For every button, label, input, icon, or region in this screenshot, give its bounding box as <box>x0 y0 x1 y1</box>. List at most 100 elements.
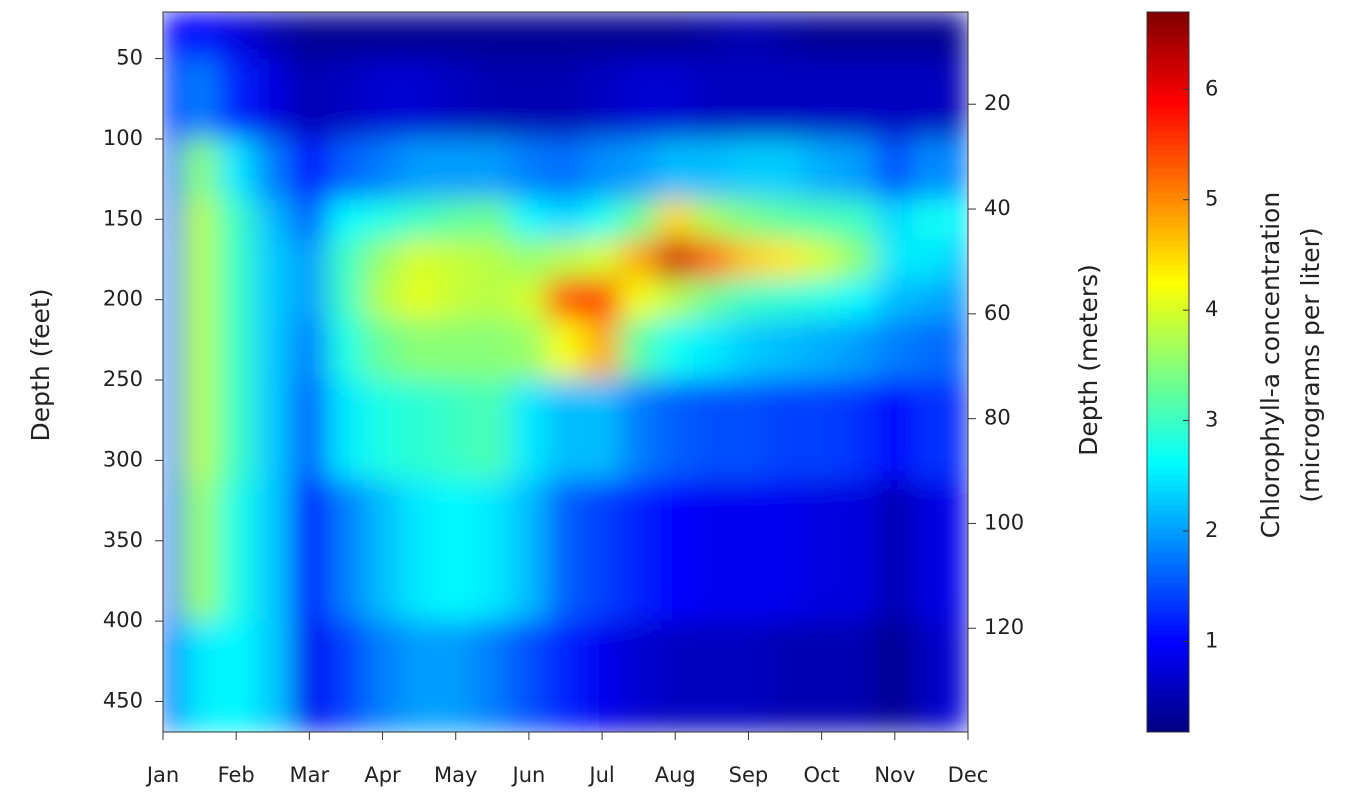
contour-cell <box>729 138 768 200</box>
contour-cell <box>583 238 621 281</box>
colorbar-segment <box>1147 479 1189 487</box>
contour-cell <box>217 58 255 140</box>
contour-cell <box>473 479 512 622</box>
contour-cell <box>163 198 182 240</box>
contour-cell <box>217 238 255 281</box>
colorbar-segment <box>1147 635 1189 643</box>
y-tick-label: 50 <box>116 46 143 70</box>
x-tick-label: Jun <box>511 763 546 787</box>
contour-cell <box>400 620 438 732</box>
colorbar-segment <box>1147 629 1189 637</box>
contour-cell <box>693 279 731 321</box>
contour-cell <box>949 379 968 481</box>
contour-cell <box>510 479 548 622</box>
contour-cell <box>839 238 878 281</box>
colorbar-segment <box>1147 407 1189 415</box>
contour-cell <box>839 12 878 60</box>
contour-cell <box>436 58 475 140</box>
x-tick-label: May <box>434 763 477 787</box>
colorbar-segment <box>1147 239 1189 247</box>
contour-cell <box>619 279 658 321</box>
contour-cell <box>436 198 475 240</box>
contour-cell <box>217 379 255 481</box>
contour-cell <box>876 479 914 622</box>
contour-cell <box>400 279 438 321</box>
colorbar-segment <box>1147 491 1189 499</box>
colorbar-segment <box>1147 323 1189 331</box>
contour-cell <box>510 279 548 321</box>
contour-cell <box>656 198 695 240</box>
contour-cell <box>583 138 621 200</box>
contour-cell <box>619 238 658 281</box>
contour-cell <box>510 58 548 140</box>
colorbar-segment <box>1147 419 1189 427</box>
contour-cell <box>949 12 968 60</box>
contour-cell <box>163 479 182 622</box>
contour-cell <box>510 198 548 240</box>
colorbar-segment <box>1147 485 1189 493</box>
contour-cell <box>327 12 365 60</box>
colorbar-segment <box>1147 473 1189 481</box>
colorbar-segment <box>1147 47 1189 55</box>
colorbar-segment <box>1147 317 1189 325</box>
contour-cell <box>363 479 402 622</box>
contour-cell <box>912 58 951 140</box>
contour-cell <box>217 12 255 60</box>
contour-cell <box>510 379 548 481</box>
contour-cell <box>693 319 731 381</box>
colorbar-segment <box>1147 593 1189 601</box>
colorbar-segment <box>1147 533 1189 541</box>
contour-cell <box>693 379 731 481</box>
contour-cell <box>253 58 292 140</box>
contour-cell <box>619 379 658 481</box>
colorbar-segment <box>1147 437 1189 445</box>
contour-cell <box>473 279 512 321</box>
y-tick-label: 250 <box>103 367 143 391</box>
contour-cell <box>363 279 402 321</box>
y2-tick-label: 120 <box>984 615 1024 639</box>
contour-cell <box>546 479 585 622</box>
colorbar-segment <box>1147 335 1189 343</box>
colorbar-segment <box>1147 131 1189 139</box>
contour-cell <box>839 198 878 240</box>
colorbar-segment <box>1147 347 1189 355</box>
colorbar-tick-label: 1 <box>1205 628 1218 652</box>
contour-cell <box>363 58 402 140</box>
contour-cell <box>400 238 438 281</box>
colorbar-segment <box>1147 521 1189 529</box>
colorbar-segment <box>1147 89 1189 97</box>
contour-cell <box>693 238 731 281</box>
contour-cell <box>876 58 914 140</box>
contour-cell <box>546 379 585 481</box>
colorbar-segment <box>1147 503 1189 511</box>
colorbar-segment <box>1147 221 1189 229</box>
y-tick-label: 100 <box>103 126 143 150</box>
colorbar-segment <box>1147 113 1189 121</box>
contour-cell <box>473 138 512 200</box>
contour-cell <box>436 479 475 622</box>
contour-cell <box>290 279 329 321</box>
contour-cell <box>656 379 695 481</box>
colorbar-segment <box>1147 641 1189 649</box>
contour-cell <box>546 238 585 281</box>
contour-cell <box>363 238 402 281</box>
contour-cell <box>546 58 585 140</box>
contour-cell <box>876 319 914 381</box>
contour-cell <box>619 12 658 60</box>
colorbar-segment <box>1147 725 1189 733</box>
colorbar-segment <box>1147 11 1189 19</box>
colorbar-segment <box>1147 413 1189 421</box>
colorbar-segment <box>1147 425 1189 433</box>
colorbar-segment <box>1147 377 1189 385</box>
contour-cell <box>949 620 968 732</box>
contour-cell <box>839 279 878 321</box>
colorbar-segment <box>1147 515 1189 523</box>
contour-cell <box>436 138 475 200</box>
contour-cell <box>619 138 658 200</box>
colorbar-segment <box>1147 227 1189 235</box>
colorbar-segment <box>1147 647 1189 655</box>
colorbar-segment <box>1147 53 1189 61</box>
contour-cell <box>510 319 548 381</box>
colorbar-segment <box>1147 137 1189 145</box>
